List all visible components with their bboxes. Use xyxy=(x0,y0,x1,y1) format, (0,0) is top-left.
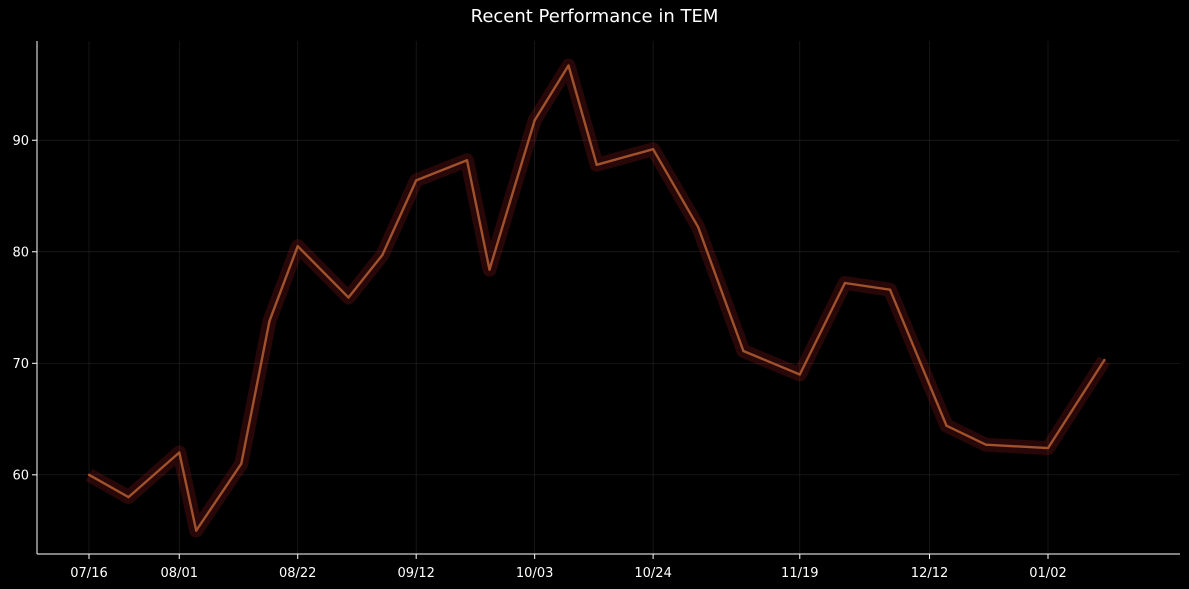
data-point xyxy=(240,462,243,465)
data-point xyxy=(984,443,988,446)
series-line xyxy=(88,64,1106,532)
y-tick-label: 90 xyxy=(12,134,29,149)
axes xyxy=(36,41,1180,555)
x-tick-label: 10/24 xyxy=(634,566,671,581)
data-point xyxy=(1103,358,1106,362)
y-ticks: 60 70 80 90 xyxy=(12,134,37,483)
x-tick-label: 10/03 xyxy=(516,566,553,581)
y-tick-label: 60 xyxy=(12,468,29,483)
data-point xyxy=(843,281,847,285)
x-tick-label: 08/22 xyxy=(279,566,316,581)
data-point xyxy=(798,373,801,376)
x-tick-label: 11/19 xyxy=(781,566,818,581)
x-tick-label: 12/12 xyxy=(911,566,948,581)
data-point xyxy=(414,179,418,182)
x-tick-label: 09/12 xyxy=(397,566,434,581)
data-point xyxy=(567,64,570,67)
x-tick-label: 01/02 xyxy=(1029,566,1066,581)
data-point xyxy=(742,349,745,353)
data-point xyxy=(595,163,598,166)
data-point xyxy=(178,451,181,454)
grid-lines xyxy=(37,41,1180,554)
data-point xyxy=(945,424,948,427)
data-point xyxy=(697,226,700,229)
data-point xyxy=(194,529,198,532)
data-point xyxy=(381,253,384,257)
x-ticks: 07/16 08/01 08/22 09/12 10/03 10/24 11/19 12/12… xyxy=(70,554,1067,581)
data-point xyxy=(127,495,130,499)
series-lines xyxy=(87,64,1106,532)
data-point xyxy=(1046,446,1050,450)
data-point xyxy=(465,159,469,162)
y-tick-label: 80 xyxy=(12,245,29,260)
data-point xyxy=(296,245,299,248)
chart-title: Recent Performance in TEM xyxy=(470,6,719,27)
data-point xyxy=(268,319,271,323)
data-point xyxy=(533,118,536,122)
data-point xyxy=(888,288,892,291)
x-tick-label: 07/16 xyxy=(70,566,107,581)
data-point xyxy=(87,473,91,477)
data-point xyxy=(488,268,491,271)
data-point xyxy=(347,296,350,299)
x-tick-label: 08/01 xyxy=(161,566,198,581)
y-tick-label: 70 xyxy=(12,357,29,372)
data-point xyxy=(651,147,655,151)
